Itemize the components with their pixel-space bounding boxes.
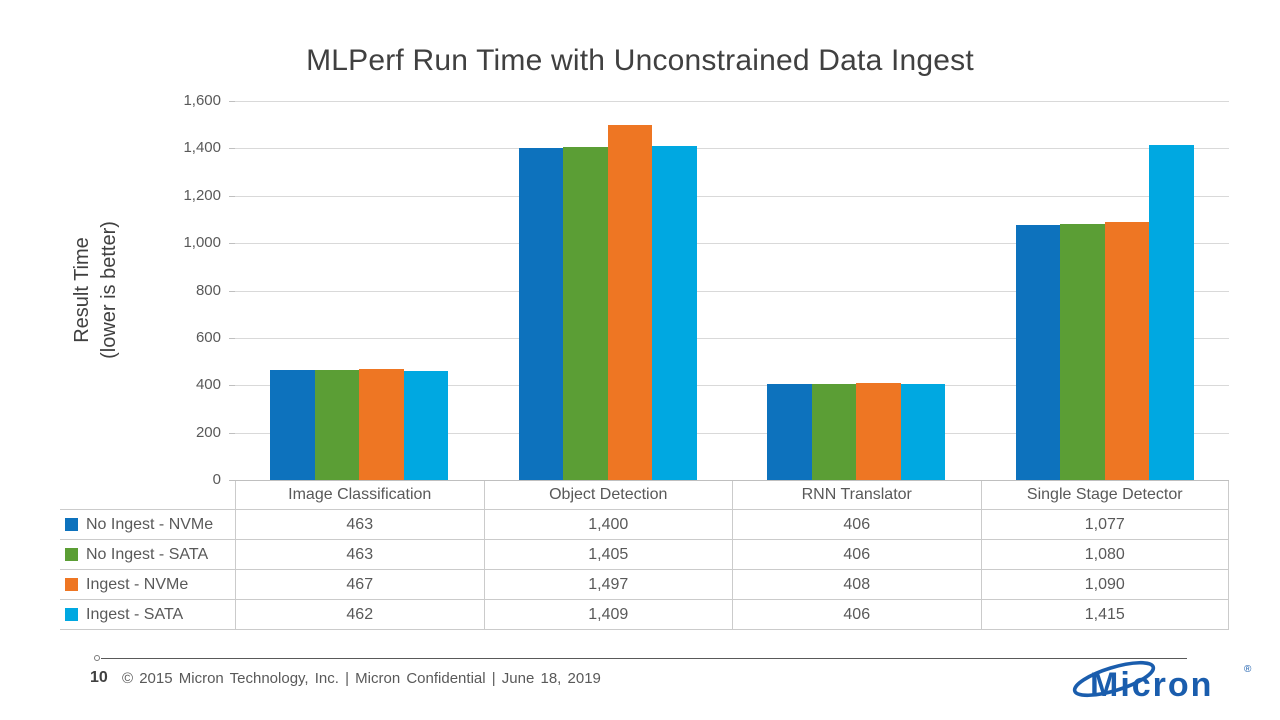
- table-value-cell: 462: [235, 600, 484, 630]
- table-value-cell: 463: [235, 510, 484, 540]
- micron-logo: Micron ®: [1072, 656, 1267, 708]
- table-value-cell: 1,415: [980, 600, 1229, 630]
- y-axis-tick: [229, 101, 235, 102]
- bar-ingest-nvme-single-stage-detector: [1104, 221, 1150, 480]
- bar-no-ingest-nvme-object-detection: [518, 148, 564, 480]
- bar-ingest-sata-single-stage-detector: [1149, 144, 1194, 480]
- legend-label: No Ingest - SATA: [86, 545, 209, 563]
- legend-swatch-ingest-nvme: [65, 578, 78, 591]
- gridline: [235, 243, 1229, 245]
- y-axis-tick-label: 200: [195, 423, 221, 441]
- y-axis-tick-label: 800: [195, 281, 221, 299]
- table-value-cell: 1,405: [483, 540, 732, 570]
- gridline: [235, 480, 1229, 481]
- table-value-cell: 1,077: [980, 510, 1229, 540]
- micron-logo-orbit-ellipse: [1072, 660, 1156, 698]
- bar-no-ingest-nvme-single-stage-detector: [1015, 224, 1061, 480]
- y-axis-tick-label: 1,000: [183, 234, 221, 252]
- bar-no-ingest-sata-image-classification: [314, 370, 360, 480]
- y-axis-title: Result Time (lower is better): [69, 221, 123, 359]
- table-value-cell: 463: [235, 540, 484, 570]
- legend-swatch-no-ingest-nvme: [65, 518, 78, 531]
- table-value-cell: 1,497: [483, 570, 732, 600]
- y-axis-tick-label: 1,400: [183, 139, 221, 157]
- legend-label: Ingest - SATA: [86, 605, 184, 623]
- legend-cell-ingest-nvme: Ingest - NVMe: [60, 570, 235, 600]
- bar-ingest-sata-object-detection: [652, 146, 697, 480]
- y-axis-title-line1: Result Time: [71, 237, 93, 343]
- y-axis-tick: [229, 337, 235, 339]
- table-value-cell: 1,090: [980, 570, 1229, 600]
- footer-text: © 2015 Micron Technology, Inc. | Micron …: [122, 670, 601, 687]
- bar-ingest-nvme-rnn-translator: [856, 383, 901, 480]
- y-axis-tick-label: 1,200: [183, 186, 221, 204]
- footer-divider-line: [101, 658, 1187, 659]
- bar-no-ingest-nvme-rnn-translator: [767, 383, 812, 480]
- table-value-cell: 408: [732, 570, 981, 600]
- bar-no-ingest-sata-single-stage-detector: [1060, 224, 1105, 480]
- table-value-cell: 406: [732, 510, 981, 540]
- y-axis-title-line2: (lower is better): [98, 221, 120, 359]
- bar-ingest-nvme-image-classification: [359, 369, 404, 480]
- legend-swatch-no-ingest-sata: [65, 548, 78, 561]
- micron-logo-text: Micron: [1090, 666, 1213, 704]
- bar-ingest-sata-rnn-translator: [900, 383, 946, 480]
- bar-no-ingest-sata-rnn-translator: [811, 383, 857, 480]
- y-axis-tick: [229, 243, 235, 245]
- table-header-rnn-translator: RNN Translator: [732, 480, 981, 510]
- bar-ingest-sata-image-classification: [403, 370, 449, 480]
- y-axis-tick: [229, 385, 235, 387]
- table-value-cell: 1,400: [483, 510, 732, 540]
- table-header-image-classification: Image Classification: [235, 480, 484, 510]
- table-value-cell: 467: [235, 570, 484, 600]
- bar-no-ingest-sata-object-detection: [563, 147, 608, 480]
- legend-cell-ingest-sata: Ingest - SATA: [60, 600, 235, 630]
- chart-data-table: Image Classification Object Detection RNN …: [60, 480, 1229, 630]
- table-value-cell: 406: [732, 600, 981, 630]
- gridline: [235, 385, 1229, 387]
- gridline: [235, 432, 1229, 434]
- table-value-cell: 1,080: [980, 540, 1229, 570]
- footer-divider-circle: [94, 655, 100, 661]
- table-header-single-stage-detector: Single Stage Detector: [980, 480, 1229, 510]
- y-axis-tick-label: 1,600: [183, 92, 221, 109]
- micron-logo-registered-mark: ®: [1244, 664, 1252, 675]
- table-corner-cell: [60, 480, 235, 510]
- y-axis-tick-label: 400: [195, 376, 221, 394]
- y-axis-tick-label: 600: [195, 328, 221, 346]
- gridline: [235, 148, 1229, 150]
- gridline: [235, 337, 1229, 339]
- legend-cell-no-ingest-sata: No Ingest - SATA: [60, 540, 235, 570]
- page-number: 10: [90, 669, 108, 686]
- gridline: [235, 101, 1229, 102]
- legend-cell-no-ingest-nvme: No Ingest - NVMe: [60, 510, 235, 540]
- gridline: [235, 290, 1229, 292]
- legend-label: No Ingest - NVMe: [86, 515, 214, 533]
- legend-label: Ingest - NVMe: [86, 575, 189, 593]
- bar-no-ingest-nvme-image-classification: [270, 370, 315, 480]
- gridline: [235, 195, 1229, 197]
- micron-logo-graphic: Micron ®: [1072, 660, 1252, 704]
- y-axis-tick: [229, 148, 235, 150]
- y-axis-tick: [229, 195, 235, 197]
- table-header-object-detection: Object Detection: [483, 480, 732, 510]
- table-value-cell: 406: [732, 540, 981, 570]
- y-axis-tick: [229, 432, 235, 434]
- table-value-cell: 1,409: [483, 600, 732, 630]
- y-axis-tick: [229, 480, 235, 481]
- bar-ingest-nvme-object-detection: [607, 125, 653, 480]
- y-axis-tick: [229, 290, 235, 292]
- chart-title: MLPerf Run Time with Unconstrained Data …: [306, 44, 974, 77]
- legend-swatch-ingest-sata: [65, 608, 78, 621]
- y-axis-tick-label: 0: [212, 471, 221, 488]
